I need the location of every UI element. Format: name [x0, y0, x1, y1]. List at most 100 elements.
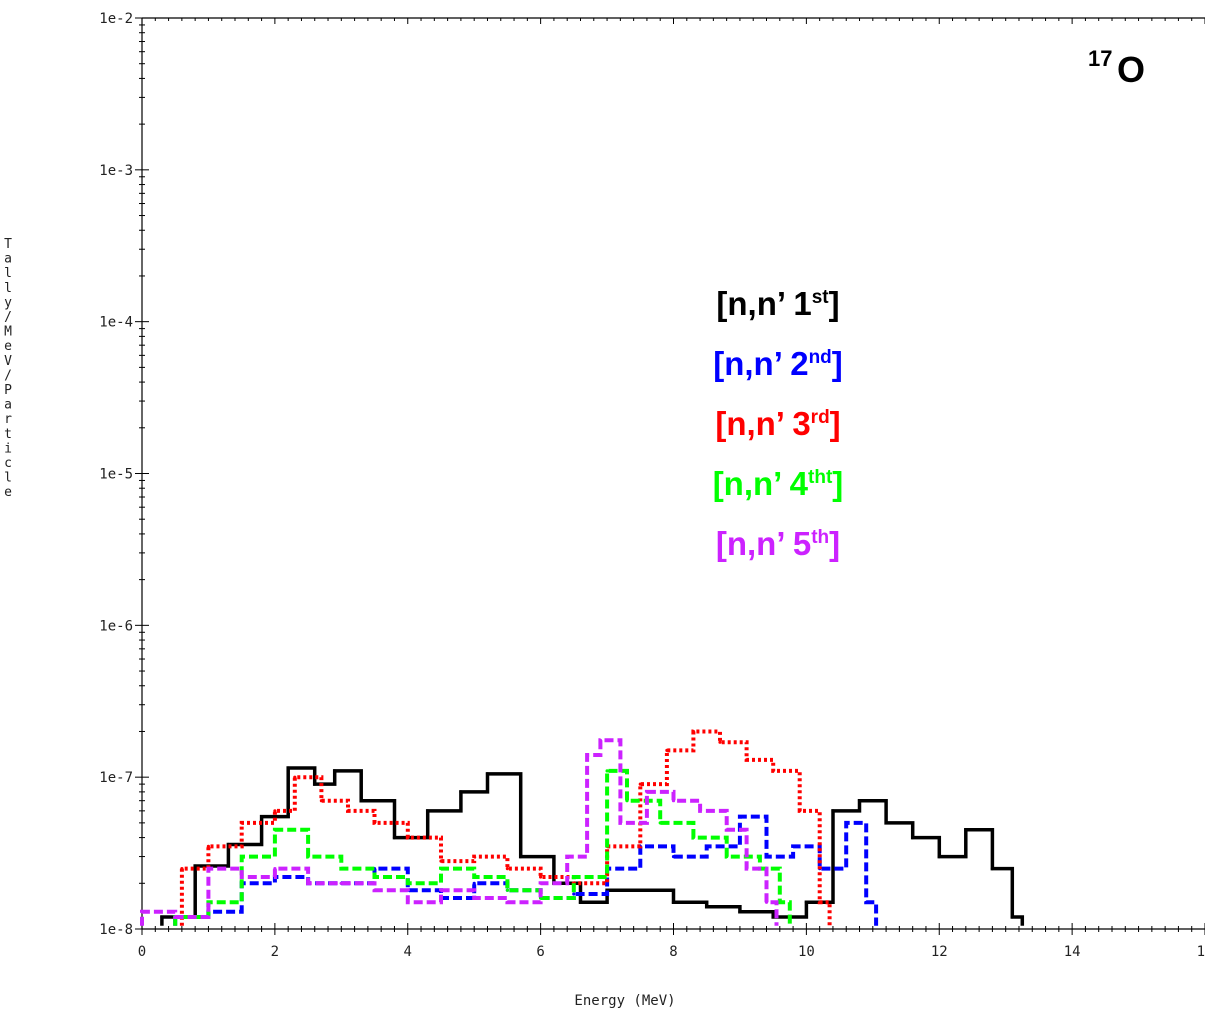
data-point [671, 799, 676, 803]
data-point [585, 753, 589, 757]
legend-label-sup: th [811, 527, 829, 548]
data-point [206, 867, 210, 871]
data-point [1010, 915, 1014, 919]
data-point [306, 881, 310, 885]
data-point [718, 740, 722, 744]
data-point [459, 790, 463, 794]
data-point [372, 821, 377, 825]
y-label-char: a [4, 252, 12, 267]
data-point [638, 888, 642, 892]
series-line-5 [140, 738, 779, 926]
legend-entry-3: [n,n’ 3rd] [715, 405, 840, 442]
data-point [572, 875, 576, 879]
data-point [791, 844, 795, 849]
data-point [964, 828, 968, 832]
data-point [406, 836, 410, 840]
y-tick-label: 1e-6 [99, 618, 133, 634]
data-point [519, 855, 523, 859]
data-point [705, 844, 709, 849]
y-label-char: P [4, 383, 12, 398]
x-tick-label: 6 [536, 944, 544, 960]
data-point [671, 900, 676, 904]
data-point [764, 855, 769, 859]
data-point [771, 915, 775, 919]
data-point [333, 769, 337, 773]
data-point [306, 855, 310, 859]
data-point [598, 738, 603, 742]
data-point [990, 867, 995, 871]
data-point [691, 836, 696, 840]
series-line-2 [173, 814, 879, 926]
y-label-char: T [4, 237, 12, 252]
x-tick-label: 8 [669, 944, 677, 960]
data-point [339, 867, 343, 871]
data-point [665, 748, 669, 753]
legend-entry-5: [n,n’ 5th] [716, 525, 840, 562]
data-point [705, 905, 709, 909]
x-tick-label: 14 [1064, 944, 1081, 960]
data-point [911, 836, 915, 840]
data-point [625, 799, 629, 803]
y-tick-label: 1e-2 [99, 11, 133, 27]
isotope-label: 17 O [1088, 46, 1145, 90]
legend-label-end: ] [829, 285, 840, 322]
legend-label-end: ] [832, 345, 843, 382]
y-label-char: l [4, 471, 12, 486]
y-label-char: l [4, 266, 12, 281]
data-point [372, 888, 377, 892]
data-point [372, 875, 377, 879]
data-point [572, 892, 576, 896]
isotope-element: O [1117, 49, 1145, 90]
data-point [539, 881, 543, 885]
data-point [439, 859, 443, 863]
data-point [857, 799, 862, 803]
data-point [180, 867, 184, 871]
data-point [240, 821, 244, 825]
data-point [426, 809, 430, 813]
data-point [273, 828, 277, 832]
data-point [818, 900, 822, 904]
data-point [273, 867, 277, 871]
y-label-char: V [4, 354, 12, 369]
y-label-char: y [4, 295, 12, 310]
data-point [725, 828, 729, 832]
data-point [339, 881, 343, 885]
y-tick-label: 1e-7 [99, 770, 133, 786]
legend-entry-1: [n,n’ 1st] [716, 285, 839, 322]
data-point [638, 782, 642, 786]
data-point [485, 772, 490, 776]
data-point [439, 867, 443, 871]
legend-label-sup: nd [809, 347, 832, 368]
data-point [240, 875, 244, 879]
legend: [n,n’ 1st][n,n’ 2nd][n,n’ 3rd][n,n’ 4tht… [713, 285, 844, 562]
legend-label-main: [n,n’ 4 [713, 465, 809, 502]
x-tick-label: 2 [271, 944, 279, 960]
data-point [671, 855, 676, 859]
data-point [293, 775, 297, 779]
data-point [273, 809, 277, 813]
data-point [831, 809, 835, 813]
data-point [645, 790, 649, 794]
isotope-mass-number: 17 [1088, 46, 1112, 71]
y-label-char: c [4, 456, 12, 471]
legend-label-sup: rd [811, 407, 830, 428]
data-point [738, 815, 742, 819]
x-tick-label: 16 [1197, 944, 1205, 960]
legend-label-sup: st [812, 287, 830, 308]
data-point [771, 769, 775, 773]
y-label-char: M [4, 325, 12, 340]
data-point [193, 864, 197, 868]
y-tick-label: 1e-5 [99, 467, 133, 483]
data-point [618, 821, 623, 825]
y-label-char: i [4, 441, 12, 456]
x-tick-label: 12 [931, 944, 948, 960]
data-point [472, 881, 476, 885]
data-point [240, 855, 244, 859]
legend-label-sup: tht [808, 467, 833, 488]
x-axis-label: Energy (MeV) [574, 993, 675, 1009]
legend-label-main: [n,n’ 1 [716, 285, 811, 322]
data-point [778, 900, 782, 904]
data-point [140, 910, 144, 914]
data-point [844, 821, 848, 825]
